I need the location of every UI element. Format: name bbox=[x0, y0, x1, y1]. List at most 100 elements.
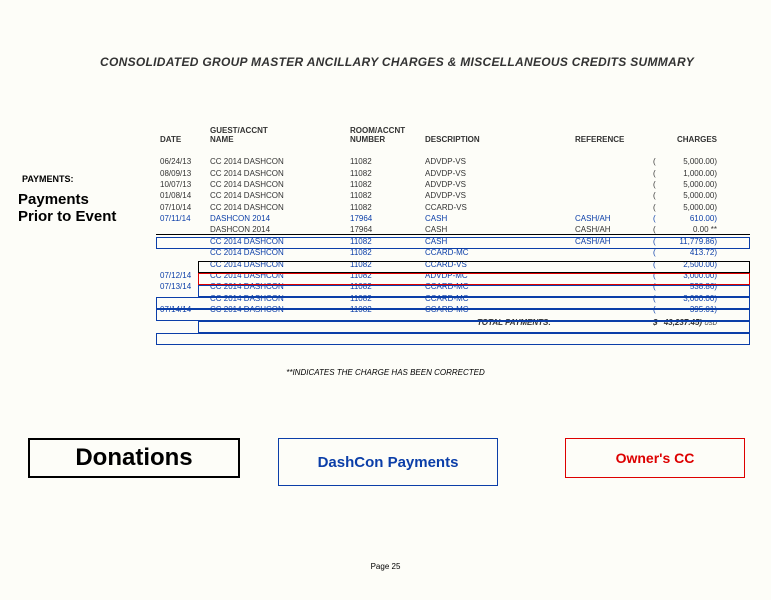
footnote: **INDICATES THE CHARGE HAS BEEN CORRECTE… bbox=[0, 368, 771, 377]
cell-name: CC 2014 DASHCON bbox=[206, 270, 346, 281]
cell-charge: (413.72) bbox=[651, 247, 721, 258]
annotation-prior-to-event: Payments Prior to Event bbox=[18, 192, 116, 225]
cell-room: 11082 bbox=[346, 281, 421, 292]
cell-room: 11082 bbox=[346, 202, 421, 213]
cell-date: 07/11/14 bbox=[156, 213, 206, 224]
legend-dashcon: DashCon Payments bbox=[278, 438, 498, 486]
cell-name: CC 2014 DASHCON bbox=[206, 281, 346, 292]
cell-room: 11082 bbox=[346, 179, 421, 190]
cell-name: CC 2014 DASHCON bbox=[206, 247, 346, 258]
col-name-l1: GUEST/ACCNT bbox=[210, 126, 342, 135]
cell-name: CC 2014 DASHCON bbox=[206, 179, 346, 190]
cell-ref: CASH/AH bbox=[571, 213, 651, 224]
col-ref: REFERENCE bbox=[571, 124, 651, 156]
cell-room: 11082 bbox=[346, 190, 421, 201]
cell-name: CC 2014 DASHCON bbox=[206, 293, 346, 304]
cell-room: 11082 bbox=[346, 156, 421, 167]
cell-room: 11082 bbox=[346, 236, 421, 247]
cell-ref bbox=[571, 281, 651, 292]
cell-ref bbox=[571, 247, 651, 258]
col-name: GUEST/ACCNT NAME bbox=[206, 124, 346, 156]
table-row: CC 2014 DASHCON11082CCARD-MC(413.72) bbox=[156, 247, 721, 258]
cell-date bbox=[156, 293, 206, 304]
cell-ref bbox=[571, 167, 651, 178]
table-row: 07/11/14DASHCON 201417964CASHCASH/AH(610… bbox=[156, 213, 721, 224]
cell-ref bbox=[571, 270, 651, 281]
cell-desc: CCARD-MC bbox=[421, 281, 571, 292]
annotation-line1: Payments bbox=[18, 192, 116, 209]
table-row: CC 2014 DASHCON11082CCARD-MC(3,000.00) bbox=[156, 293, 721, 304]
cell-charge: (610.00) bbox=[651, 213, 721, 224]
cell-desc: CCARD-MC bbox=[421, 247, 571, 258]
row-divider bbox=[156, 234, 750, 235]
cell-name: CC 2014 DASHCON bbox=[206, 156, 346, 167]
col-date: DATE bbox=[156, 124, 206, 156]
cell-desc: ADVDP-VS bbox=[421, 167, 571, 178]
table-row: 07/10/14CC 2014 DASHCON11082CCARD-VS(5,0… bbox=[156, 202, 721, 213]
col-room: ROOM/ACCNT NUMBER bbox=[346, 124, 421, 156]
cell-desc: CASH bbox=[421, 213, 571, 224]
cell-date: 07/13/14 bbox=[156, 281, 206, 292]
cell-charge: (2,500.00) bbox=[651, 258, 721, 269]
annotation-line2: Prior to Event bbox=[18, 209, 116, 226]
cell-charge: (3,000.00) bbox=[651, 270, 721, 281]
cell-desc: ADVDP-VS bbox=[421, 190, 571, 201]
cell-name: CC 2014 DASHCON bbox=[206, 258, 346, 269]
cell-charge: (5,000.00) bbox=[651, 190, 721, 201]
cell-room: 17964 bbox=[346, 213, 421, 224]
cell-date: 07/12/14 bbox=[156, 270, 206, 281]
legend-owner: Owner's CC bbox=[565, 438, 745, 478]
legend-donations: Donations bbox=[28, 438, 240, 478]
table-row: CC 2014 DASHCON11082CCARD-VS (2,500.00) bbox=[156, 258, 721, 269]
table-row: 08/09/13CC 2014 DASHCON11082ADVDP-VS(1,0… bbox=[156, 167, 721, 178]
col-desc: DESCRIPTION bbox=[421, 124, 571, 156]
cell-desc: CASH bbox=[421, 236, 571, 247]
cell-charge: (5,000.00) bbox=[651, 179, 721, 190]
cell-date bbox=[156, 258, 206, 269]
cell-ref bbox=[571, 179, 651, 190]
cell-date: 01/08/14 bbox=[156, 190, 206, 201]
cell-name: DASHCON 2014 bbox=[206, 213, 346, 224]
cell-charge: (1,000.00) bbox=[651, 167, 721, 178]
cell-ref bbox=[571, 202, 651, 213]
table-row: 07/13/14CC 2014 DASHCON11082CCARD-MC(538… bbox=[156, 281, 721, 292]
cell-desc: CCARD-MC bbox=[421, 304, 571, 315]
highlight-box bbox=[156, 333, 750, 345]
col-name-l2: NAME bbox=[210, 135, 342, 144]
table-row: CC 2014 DASHCON11082CASHCASH/AH(11,779.8… bbox=[156, 236, 721, 247]
cell-name: CC 2014 DASHCON bbox=[206, 304, 346, 315]
cell-ref: CASH/AH bbox=[571, 236, 651, 247]
payments-table: DATE GUEST/ACCNT NAME ROOM/ACCNT NUMBER … bbox=[156, 124, 721, 328]
col-room-l2: NUMBER bbox=[350, 135, 417, 144]
section-payments-label: PAYMENTS: bbox=[22, 174, 74, 184]
total-label: TOTAL PAYMENTS: bbox=[421, 315, 571, 328]
table-row: 07/12/14CC 2014 DASHCON11082ADVDP-MC (3,0… bbox=[156, 270, 721, 281]
cell-charge: (395.01) bbox=[651, 304, 721, 315]
cell-room: 11082 bbox=[346, 167, 421, 178]
cell-desc: CCARD-VS bbox=[421, 258, 571, 269]
table-body: 06/24/13CC 2014 DASHCON11082ADVDP-VS(5,0… bbox=[156, 156, 721, 328]
table-row: 07/14/14CC 2014 DASHCON11082CCARD-MC(395… bbox=[156, 304, 721, 315]
cell-room: 11082 bbox=[346, 304, 421, 315]
cell-ref bbox=[571, 156, 651, 167]
cell-charge: (5,000.00) bbox=[651, 156, 721, 167]
cell-desc: ADVDP-VS bbox=[421, 156, 571, 167]
cell-desc: CCARD-VS bbox=[421, 202, 571, 213]
cell-ref bbox=[571, 304, 651, 315]
cell-desc: CCARD-MC bbox=[421, 293, 571, 304]
col-charges: CHARGES bbox=[651, 124, 721, 156]
total-value: $43,237.45) USD bbox=[651, 315, 721, 328]
cell-ref bbox=[571, 190, 651, 201]
cell-room: 11082 bbox=[346, 293, 421, 304]
page-number: Page 25 bbox=[0, 562, 771, 571]
cell-desc: ADVDP-MC bbox=[421, 270, 571, 281]
cell-desc: ADVDP-VS bbox=[421, 179, 571, 190]
cell-room: 11082 bbox=[346, 258, 421, 269]
col-room-l1: ROOM/ACCNT bbox=[350, 126, 417, 135]
cell-date bbox=[156, 247, 206, 258]
cell-room: 11082 bbox=[346, 270, 421, 281]
table-row: 01/08/14CC 2014 DASHCON11082ADVDP-VS(5,0… bbox=[156, 190, 721, 201]
cell-name: CC 2014 DASHCON bbox=[206, 202, 346, 213]
cell-date: 07/10/14 bbox=[156, 202, 206, 213]
document-title: CONSOLIDATED GROUP MASTER ANCILLARY CHAR… bbox=[100, 55, 694, 69]
